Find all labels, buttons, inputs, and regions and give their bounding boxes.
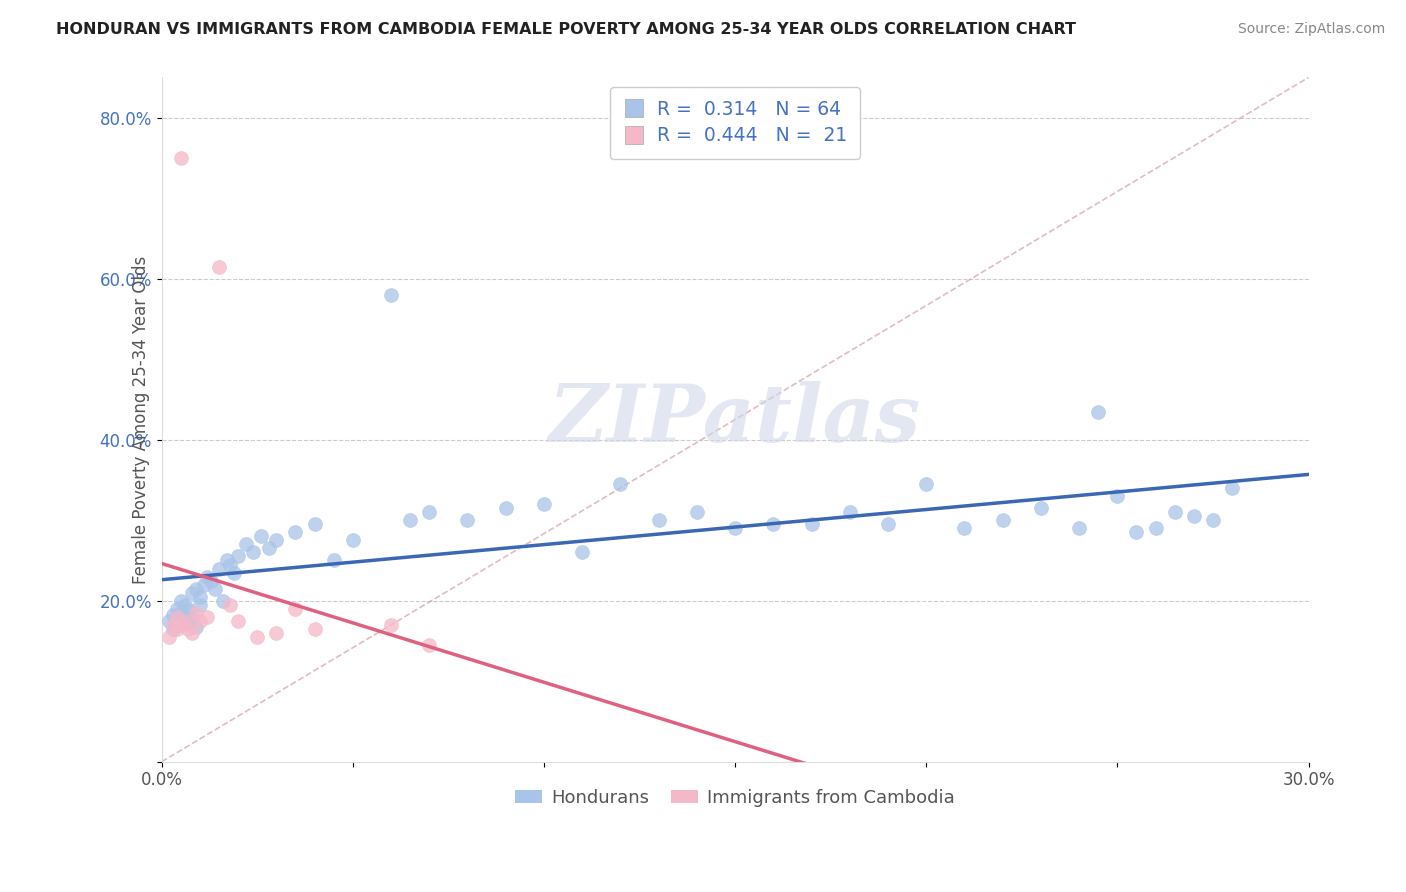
- Point: [219, 598, 242, 612]
- Point: [177, 603, 200, 617]
- Point: [166, 610, 188, 624]
- Point: [1220, 481, 1243, 495]
- Point: [322, 553, 344, 567]
- Point: [235, 537, 257, 551]
- Point: [418, 638, 440, 652]
- Point: [304, 517, 326, 532]
- Point: [380, 288, 402, 302]
- Point: [1107, 489, 1129, 503]
- Y-axis label: Female Poverty Among 25-34 Year Olds: Female Poverty Among 25-34 Year Olds: [132, 255, 150, 583]
- Point: [166, 602, 188, 616]
- Point: [647, 513, 669, 527]
- Point: [170, 618, 193, 632]
- Point: [1069, 521, 1091, 535]
- Point: [838, 505, 860, 519]
- Point: [264, 626, 287, 640]
- Point: [399, 513, 422, 527]
- Point: [342, 533, 364, 548]
- Point: [184, 606, 207, 620]
- Point: [1202, 513, 1225, 527]
- Point: [304, 622, 326, 636]
- Point: [193, 577, 215, 591]
- Point: [224, 566, 246, 580]
- Point: [495, 501, 517, 516]
- Point: [571, 545, 593, 559]
- Point: [456, 513, 478, 527]
- Point: [166, 622, 188, 636]
- Point: [166, 618, 188, 632]
- Point: [170, 151, 193, 165]
- Point: [609, 477, 631, 491]
- Point: [215, 553, 238, 567]
- Point: [1029, 501, 1052, 516]
- Point: [724, 521, 747, 535]
- Point: [188, 590, 211, 604]
- Point: [257, 541, 280, 556]
- Point: [208, 561, 231, 575]
- Point: [184, 582, 207, 596]
- Point: [162, 622, 184, 636]
- Point: [242, 545, 264, 559]
- Point: [418, 505, 440, 519]
- Point: [1182, 509, 1205, 524]
- Point: [162, 608, 184, 623]
- Point: [177, 616, 200, 631]
- Point: [181, 585, 204, 599]
- Point: [173, 598, 195, 612]
- Point: [177, 622, 200, 636]
- Point: [1125, 525, 1147, 540]
- Point: [246, 630, 269, 644]
- Point: [1087, 404, 1109, 418]
- Point: [197, 569, 219, 583]
- Point: [533, 497, 555, 511]
- Point: [170, 606, 193, 620]
- Point: [219, 558, 242, 572]
- Point: [1163, 505, 1185, 519]
- Point: [184, 619, 207, 633]
- Point: [157, 614, 180, 628]
- Point: [200, 574, 222, 588]
- Point: [762, 517, 785, 532]
- Point: [173, 614, 195, 628]
- Text: HONDURAN VS IMMIGRANTS FROM CAMBODIA FEMALE POVERTY AMONG 25-34 YEAR OLDS CORREL: HONDURAN VS IMMIGRANTS FROM CAMBODIA FEM…: [56, 22, 1076, 37]
- Point: [226, 549, 249, 564]
- Point: [226, 614, 249, 628]
- Point: [170, 593, 193, 607]
- Point: [157, 630, 180, 644]
- Point: [181, 610, 204, 624]
- Point: [162, 618, 184, 632]
- Point: [211, 593, 233, 607]
- Point: [284, 525, 307, 540]
- Point: [686, 505, 709, 519]
- Point: [1144, 521, 1167, 535]
- Point: [173, 611, 195, 625]
- Point: [915, 477, 938, 491]
- Point: [197, 610, 219, 624]
- Point: [877, 517, 900, 532]
- Text: ZIPatlas: ZIPatlas: [548, 381, 921, 458]
- Point: [953, 521, 976, 535]
- Point: [188, 598, 211, 612]
- Text: Source: ZipAtlas.com: Source: ZipAtlas.com: [1237, 22, 1385, 37]
- Point: [208, 260, 231, 274]
- Point: [250, 529, 273, 543]
- Point: [991, 513, 1014, 527]
- Point: [204, 582, 226, 596]
- Point: [800, 517, 823, 532]
- Point: [284, 602, 307, 616]
- Legend: Hondurans, Immigrants from Cambodia: Hondurans, Immigrants from Cambodia: [508, 782, 962, 814]
- Point: [181, 626, 204, 640]
- Point: [380, 618, 402, 632]
- Point: [188, 614, 211, 628]
- Point: [264, 533, 287, 548]
